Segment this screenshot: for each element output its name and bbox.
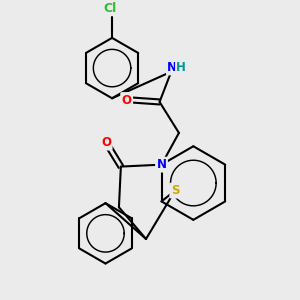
Text: H: H	[176, 61, 185, 74]
Text: O: O	[101, 136, 111, 149]
Text: Cl: Cl	[103, 2, 117, 15]
Text: N: N	[167, 61, 177, 74]
Text: O: O	[122, 94, 132, 106]
Text: N: N	[157, 158, 166, 171]
Text: S: S	[171, 184, 179, 197]
